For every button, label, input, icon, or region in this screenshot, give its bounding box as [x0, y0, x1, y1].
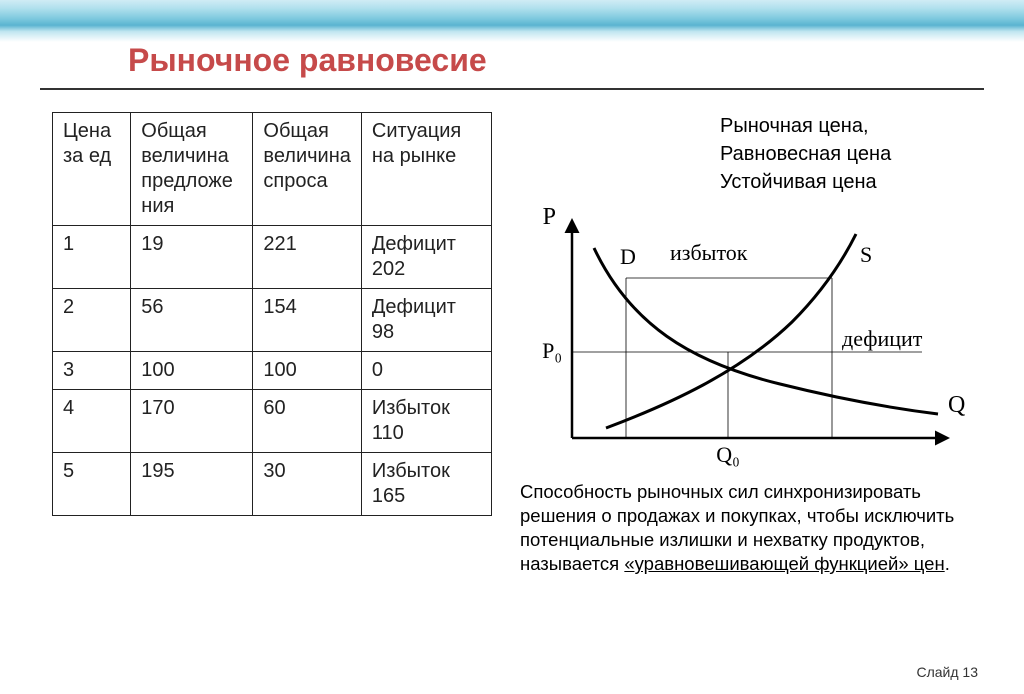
table-cell: 60: [253, 390, 361, 453]
table-cell: 3: [53, 352, 131, 390]
table-cell: Дефицит 202: [361, 226, 491, 289]
table-cell: Избыток 165: [361, 453, 491, 516]
table-cell: 100: [253, 352, 361, 390]
decorative-top-band: [0, 0, 1024, 42]
table-cell: 1: [53, 226, 131, 289]
svg-text:Q₀: Q₀: [716, 442, 740, 467]
table-cell: Дефицит 98: [361, 289, 491, 352]
title-underline: [40, 88, 984, 90]
table-cell: 56: [131, 289, 253, 352]
paragraph-post: .: [945, 553, 950, 574]
term-line: Рыночная цена,: [720, 112, 984, 140]
svg-text:избыток: избыток: [670, 240, 748, 265]
term-line: Равновесная цена: [720, 140, 984, 168]
svg-text:дефицит: дефицит: [842, 326, 923, 351]
svg-text:Q: Q: [948, 392, 965, 418]
table-cell: Избыток 110: [361, 390, 491, 453]
table-row: 31001000: [53, 352, 492, 390]
table-cell: 2: [53, 289, 131, 352]
svg-text:P₀: P₀: [542, 338, 562, 363]
price-terms: Рыночная цена, Равновесная цена Устойчив…: [520, 112, 984, 196]
table-header-cell: Ситуация на рынке: [361, 113, 491, 226]
table-cell: 4: [53, 390, 131, 453]
table-header-cell: Цена за ед: [53, 113, 131, 226]
svg-text:D: D: [620, 244, 636, 269]
table-cell: 154: [253, 289, 361, 352]
table-header-cell: Общая величина спроса: [253, 113, 361, 226]
paragraph-underlined: «уравновешивающей функцией» цен: [624, 553, 944, 574]
table-cell: 5: [53, 453, 131, 516]
table-row: 119221Дефицит 202: [53, 226, 492, 289]
svg-text:S: S: [860, 242, 872, 267]
table-cell: 30: [253, 453, 361, 516]
chart-svg: P Q P₀ Q₀ D Sизбыток дефицит: [520, 204, 980, 474]
table-row: 256154Дефицит 98: [53, 289, 492, 352]
content-area: Цена за едОбщая величина предложе нияОбщ…: [52, 112, 984, 654]
table-header-cell: Общая величина предложе ния: [131, 113, 253, 226]
definition-paragraph: Способность рыночных сил синхронизироват…: [520, 480, 984, 576]
svg-text:P: P: [543, 204, 556, 230]
table-row: 519530Избыток 165: [53, 453, 492, 516]
table-cell: 221: [253, 226, 361, 289]
table-cell: 0: [361, 352, 491, 390]
table-cell: 19: [131, 226, 253, 289]
term-line: Устойчивая цена: [720, 168, 984, 196]
equilibrium-table: Цена за едОбщая величина предложе нияОбщ…: [52, 112, 492, 516]
slide-title: Рыночное равновесие: [128, 42, 487, 79]
right-panel: Рыночная цена, Равновесная цена Устойчив…: [520, 112, 984, 654]
supply-demand-chart: P Q P₀ Q₀ D Sизбыток дефицит: [520, 204, 984, 474]
table-cell: 195: [131, 453, 253, 516]
slide-number: Слайд 13: [916, 664, 978, 680]
table-row: 417060Избыток 110: [53, 390, 492, 453]
table-panel: Цена за едОбщая величина предложе нияОбщ…: [52, 112, 492, 654]
table-cell: 170: [131, 390, 253, 453]
table-cell: 100: [131, 352, 253, 390]
